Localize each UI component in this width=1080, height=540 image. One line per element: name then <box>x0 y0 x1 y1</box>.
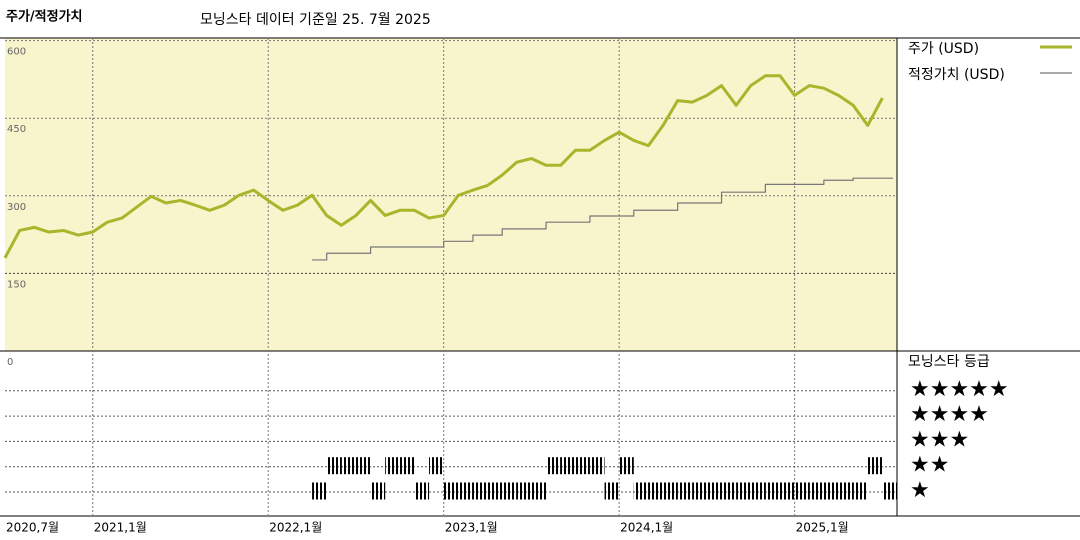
rating-level-label: ★★ <box>910 453 949 478</box>
rating-bar <box>750 482 766 500</box>
y-tick-label: 600 <box>7 47 26 58</box>
rating-bar <box>312 482 327 500</box>
rating-bar <box>648 482 664 500</box>
rating-bar <box>414 482 430 500</box>
x-tick-label: 2023,1월 <box>445 521 498 535</box>
chart-title: 주가/적정가치 <box>6 9 83 25</box>
rating-bar <box>385 457 400 475</box>
rating-bar <box>765 482 781 500</box>
rating-bar <box>882 482 897 500</box>
rating-level-label: ★★★★★ <box>910 377 1009 402</box>
rating-bar <box>677 482 693 500</box>
legend-label: 적정가치 (USD) <box>908 67 1005 83</box>
rating-bar <box>823 482 839 500</box>
y-tick-label: 450 <box>7 124 26 135</box>
rating-level-label: ★ <box>910 478 930 503</box>
rating-bar <box>531 482 547 500</box>
rating-bar <box>429 457 444 475</box>
x-tick-label: 2021,1월 <box>94 521 147 535</box>
y-tick-label: 300 <box>7 202 26 213</box>
rating-bar <box>546 457 561 475</box>
y-tick-label: 150 <box>7 279 26 290</box>
rating-bar <box>663 482 678 500</box>
rating-bar <box>399 457 415 475</box>
series-line <box>312 177 893 261</box>
series-line <box>3 74 884 259</box>
rating-bar <box>867 457 883 475</box>
rating-bar <box>355 457 371 475</box>
plot-background <box>5 38 897 351</box>
rating-title: 모닝스타 등급 <box>908 354 990 370</box>
legend-label: 주가 (USD) <box>908 41 979 57</box>
rating-bar <box>575 457 590 475</box>
x-tick-label: 2022,1월 <box>269 521 322 535</box>
x-tick-label: 2024,1월 <box>620 521 673 535</box>
rating-bar <box>370 482 386 500</box>
rating-bar <box>706 482 722 500</box>
rating-bar <box>619 457 634 475</box>
rating-bar <box>838 482 854 500</box>
rating-bar <box>341 457 356 475</box>
rating-bar <box>502 482 517 500</box>
rating-bar <box>560 457 576 475</box>
rating-bar <box>326 457 342 475</box>
x-tick-label: 2020,7월 <box>6 521 59 535</box>
x-tick-label: 2025,1월 <box>796 521 849 535</box>
rating-bar <box>692 482 707 500</box>
rating-bar <box>589 457 605 475</box>
rating-bar <box>604 482 620 500</box>
rating-bar <box>487 482 503 500</box>
chart-subtitle: 모닝스타 데이터 기준일 25. 7월 2025 <box>200 12 431 28</box>
rating-bar <box>853 482 868 500</box>
rating-bar <box>721 482 737 500</box>
rating-bar <box>472 482 488 500</box>
rating-level-label: ★★★★ <box>910 402 989 427</box>
rating-bar <box>780 482 795 500</box>
rating-level-label: ★★★ <box>910 427 969 452</box>
rating-bar <box>809 482 824 500</box>
rating-bar <box>736 482 751 500</box>
rating-bar <box>516 482 532 500</box>
rating-bar <box>443 482 459 500</box>
rating-bar <box>458 482 473 500</box>
rating-bar <box>633 482 649 500</box>
rating-bar <box>794 482 810 500</box>
y-tick-label: 0 <box>7 357 13 368</box>
